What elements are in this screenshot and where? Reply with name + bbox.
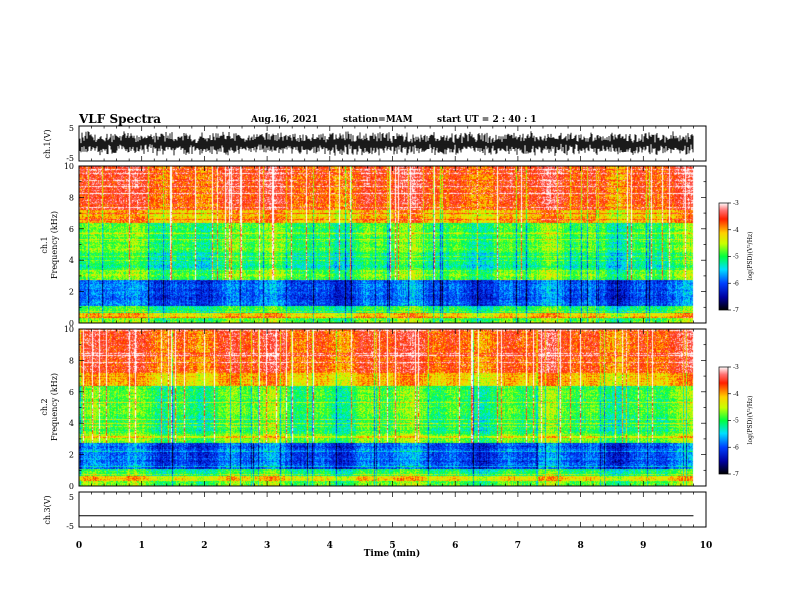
waveform-ch1-panel: 5 -5 ch.1(V): [43, 124, 707, 163]
date-label: Aug.16, 2021: [251, 115, 318, 125]
colorbar-tick-label: -7: [733, 471, 739, 478]
x-tick-label: 6: [452, 541, 458, 551]
wf1-ytick-bottom: -5: [66, 154, 74, 163]
x-tick-label: 5: [389, 541, 395, 551]
x-tick-label: 3: [264, 541, 270, 551]
spectrogram-ch2-image: [79, 329, 706, 486]
start-time-label: start UT = 2 : 40 : 1: [437, 115, 537, 125]
wf3-ytick-bottom: -5: [66, 522, 74, 531]
colorbar-tick-label: -4: [733, 391, 739, 398]
x-tick-label: 4: [327, 541, 333, 551]
colorbar-ch2-ticks: -3 -4 -5 -6 -7: [728, 364, 739, 478]
spec-ytick-label: 10: [64, 325, 74, 334]
colorbar-tick-label: -5: [733, 254, 739, 261]
chart-title: VLF Spectra: [79, 112, 162, 126]
waveform-ch3-panel: 5 -5 ch.3(V): [43, 491, 707, 531]
spec-ytick-label: 6: [69, 225, 74, 234]
wf1-ylabel: ch.1(V): [43, 129, 52, 158]
colorbar-ch2: -3 -4 -5 -6 -7 log(PSD)(V²/Hz): [718, 364, 754, 478]
colorbar-tick-label: -3: [733, 200, 739, 207]
colorbar-tick-label: -4: [733, 227, 739, 234]
waveform-ch1-trace: [79, 131, 694, 156]
spec-ytick-label: 0: [69, 319, 74, 328]
wf3-ytick-top: 5: [69, 493, 74, 502]
spec1-ylabel: ch.1: [40, 236, 49, 253]
spec1-yticks: 0 2 4 6 8 10: [64, 162, 706, 328]
x-tick-label: 10: [700, 541, 713, 551]
spec-ytick-label: 4: [69, 419, 74, 428]
colorbar-tick-label: -6: [733, 280, 739, 287]
wf1-ytick-top: 5: [69, 124, 74, 133]
spectrogram-ch1-image: [79, 166, 706, 323]
spectrogram-ch1-panel: 0 2 4 6 8 10 ch.1 Frequency (kHz): [40, 162, 707, 328]
station-label: station=MAM: [343, 115, 413, 125]
colorbar-tick-label: -7: [733, 307, 739, 314]
colorbar-ch1-ticks: -3 -4 -5 -6 -7: [728, 200, 739, 314]
colorbar-tick-label: -5: [733, 418, 739, 425]
spec-ytick-label: 8: [69, 356, 74, 365]
x-tick-label: 7: [515, 541, 521, 551]
x-axis-ticks: 0 1 2 3 4 5 6 7 8 9 10: [76, 126, 712, 551]
spectrogram-ch2-panel: 0 2 4 6 8 10 ch.2 Frequency (kHz): [40, 325, 707, 491]
x-tick-label: 1: [139, 541, 145, 551]
spec-ytick-label: 10: [64, 162, 74, 171]
wf3-ylabel: ch.3(V): [43, 495, 52, 524]
waveform-ch1-path: [79, 131, 694, 156]
colorbar-ch2-label: log(PSD)(V²/Hz): [747, 396, 754, 445]
spec-ytick-label: 2: [69, 288, 74, 297]
spec-ytick-label: 4: [69, 256, 74, 265]
spec2-ylabel-freq: Frequency (kHz): [50, 373, 59, 441]
x-tick-label: 8: [577, 541, 583, 551]
spec2-yticks: 0 2 4 6 8 10: [64, 325, 706, 491]
spec1-ylabel-freq: Frequency (kHz): [50, 211, 59, 279]
colorbar-tick-label: -6: [733, 444, 739, 451]
x-tick-label: 2: [201, 541, 207, 551]
spec-ytick-label: 0: [69, 482, 74, 491]
spec-ytick-label: 2: [69, 451, 74, 460]
colorbar-ch1: -3 -4 -5 -6 -7 log(PSD)(V²/Hz): [718, 200, 754, 314]
spec2-ylabel: ch.2: [40, 398, 49, 415]
x-axis-label: Time (min): [364, 548, 421, 559]
colorbar-ch1-label: log(PSD)(V²/Hz): [747, 232, 754, 281]
colorbar-tick-label: -3: [733, 364, 739, 371]
x-tick-label: 9: [640, 541, 646, 551]
spec-ytick-label: 6: [69, 388, 74, 397]
x-tick-label: 0: [76, 541, 82, 551]
spec-ytick-label: 8: [69, 193, 74, 202]
